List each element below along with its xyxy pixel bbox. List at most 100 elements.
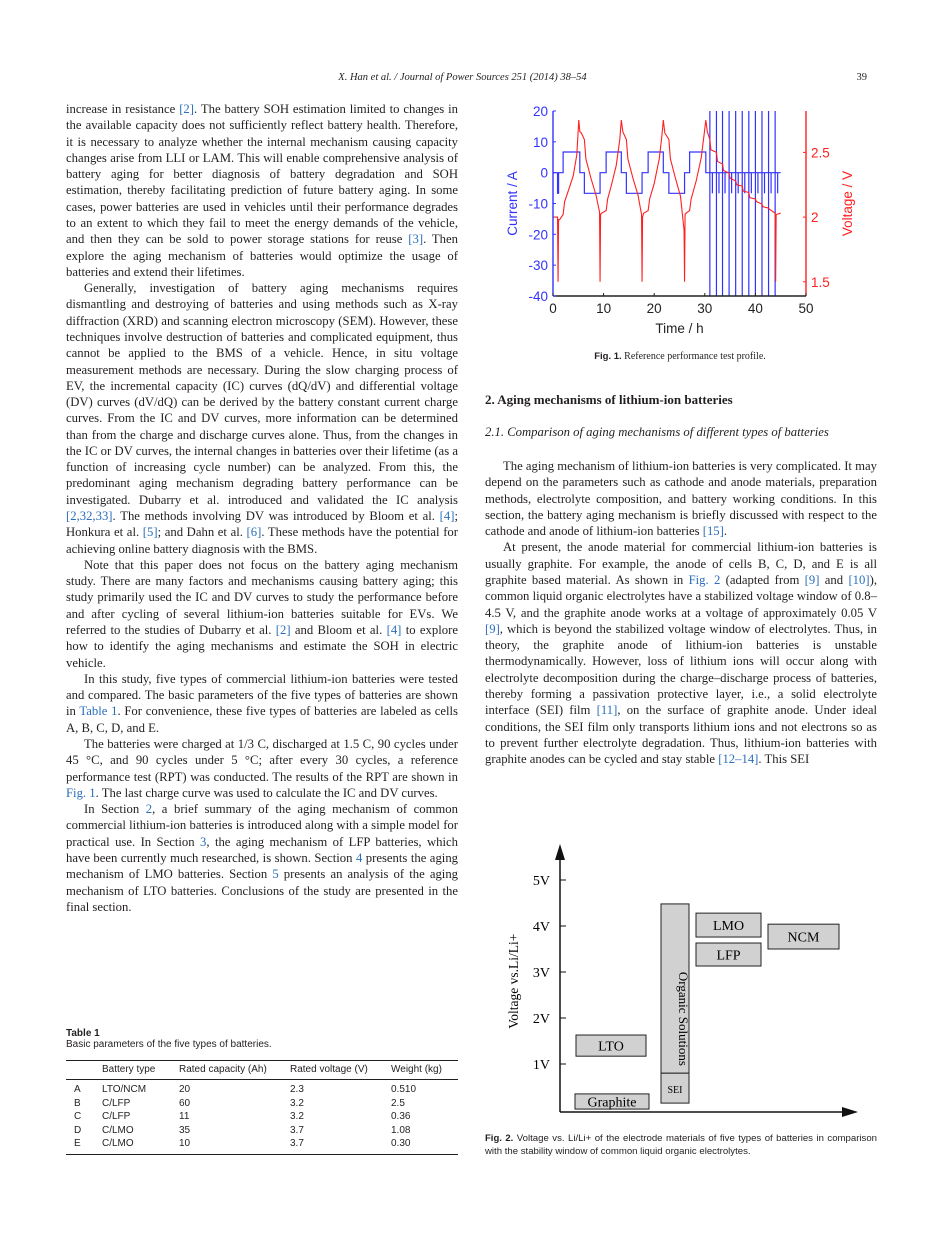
reference-link[interactable]: [11] <box>596 703 618 718</box>
fig1-caption-label: Fig. 1. <box>594 351 622 362</box>
text-run: (adapted from <box>720 572 805 587</box>
table-row: A LTO/NCM 20 2.3 0.510 <box>66 1080 458 1097</box>
y-left-tick-label: 0 <box>540 166 548 181</box>
paragraph: Note that this paper does not focus on t… <box>66 557 458 671</box>
reference-link[interactable]: 3 <box>200 834 207 849</box>
reference-link[interactable]: [3] <box>408 232 424 247</box>
reference-link[interactable]: [2,32,33] <box>66 509 113 524</box>
box-label: LTO <box>598 1040 624 1055</box>
y-axis-label: Voltage vs.Li/Li+ <box>506 934 521 1029</box>
y-left-tick-label: -10 <box>528 197 548 212</box>
y-left-axis-label: Current / A <box>505 171 520 236</box>
box-label: NCM <box>788 931 820 946</box>
text-run: At present, the anode material for comme… <box>485 540 877 587</box>
fig1-caption: Fig. 1. Reference performance test profi… <box>0 351 925 362</box>
reference-link[interactable]: Fig. 1 <box>66 785 96 800</box>
box-ncm <box>767 923 840 950</box>
box-label: LFP <box>716 949 740 964</box>
table1-title: Table 1 Basic parameters of the five typ… <box>66 1028 272 1050</box>
reference-link[interactable]: Fig. 2 <box>688 572 721 587</box>
y-tick-label: 5V <box>533 874 550 889</box>
box-label: SEI <box>668 1085 683 1096</box>
table1-label: Table 1 <box>66 1028 100 1039</box>
reference-link[interactable]: [5] <box>142 525 158 540</box>
reference-link[interactable]: [4] <box>439 509 455 524</box>
paragraph: The batteries were charged at 1/3 C, dis… <box>66 736 458 801</box>
table-cell: C/LFP <box>102 1111 131 1123</box>
table-cell: 35 <box>179 1124 191 1136</box>
text-run: . These methods have the potential for a… <box>66 525 458 556</box>
table-cell: C/LMO <box>102 1137 179 1155</box>
table-cell: 3.2 <box>290 1097 304 1109</box>
table-header-cell: Rated voltage (V) <box>290 1060 391 1080</box>
table-cell: 0.510 <box>391 1084 417 1095</box>
table-cell: D <box>74 1124 82 1136</box>
text-run: increase in resistance <box>66 102 180 116</box>
box-lto <box>575 1034 647 1057</box>
table-cell: A <box>74 1084 81 1095</box>
table1-caption: Basic parameters of the five types of ba… <box>66 1039 272 1050</box>
y-right-tick-label: 2 <box>811 210 819 225</box>
y-tick-label: 4V <box>533 920 550 935</box>
box-organic-solutions <box>660 903 690 1074</box>
table-row: D C/LMO 35 3.7 1.08 <box>66 1124 458 1138</box>
fig2-caption-label: Fig. 2. <box>485 1133 514 1144</box>
text-run: ; Honkura et al. <box>66 509 458 540</box>
y-tick-label: 2V <box>533 1012 550 1027</box>
reference-link[interactable]: [12–14] <box>718 752 759 767</box>
reference-link[interactable]: [2] <box>275 623 291 637</box>
fig1-caption-text: Reference performance test profile. <box>624 351 766 362</box>
table-cell: 1.08 <box>391 1124 411 1136</box>
text-run: . For convenience, these five types of b… <box>66 704 458 735</box>
reference-link[interactable]: [15] <box>702 524 724 539</box>
table-cell: LTO/NCM <box>102 1084 147 1095</box>
table-row: E C/LMO 10 3.7 0.30 <box>66 1137 458 1155</box>
text-run: Generally, investigation of battery agin… <box>66 281 458 507</box>
y-left-tick-label: 20 <box>533 104 548 119</box>
text-run: and Bloom et al. <box>290 623 387 637</box>
box-lmo <box>695 912 762 938</box>
reference-link[interactable]: 4 <box>355 850 363 865</box>
text-run: ), common liquid organic electrolytes ha… <box>485 572 877 620</box>
reference-link[interactable]: Table 1 <box>79 704 118 719</box>
x-tick-label: 40 <box>748 301 763 316</box>
table-header-cell: Battery type <box>102 1060 179 1080</box>
y-tick-label: 1V <box>533 1058 550 1073</box>
x-axis-label: Time / h <box>655 321 703 336</box>
left-column: increase in resistance [2]. The battery … <box>66 101 458 915</box>
table-cell: 2.5 <box>391 1097 405 1109</box>
table-cell: 0.36 <box>391 1111 411 1123</box>
text-run: . This SEI <box>758 752 810 767</box>
fig2-diagram: 1V 2V 3V 4V 5V Voltage vs.Li/Li+ Graphite LTO Or… <box>506 844 858 1117</box>
reference-link[interactable]: 5 <box>272 867 279 882</box>
x-tick-label: 10 <box>596 301 611 316</box>
x-tick-label: 50 <box>798 301 813 316</box>
voltage-series <box>553 119 781 282</box>
text-run: . The last charge curve was used to calc… <box>95 785 438 800</box>
text-run: and <box>819 572 849 587</box>
text-run: In Section <box>84 802 146 817</box>
reference-link[interactable]: [6] <box>246 525 262 540</box>
box-lfp <box>695 942 762 967</box>
table-cell: 20 <box>179 1084 191 1095</box>
table-cell: E <box>66 1137 102 1155</box>
subsection-heading: 2.1. Comparison of aging mechanisms of d… <box>485 425 829 439</box>
reference-link[interactable]: [2] <box>179 102 194 116</box>
y-left-tick-label: -40 <box>528 289 548 304</box>
x-tick-label: 30 <box>697 301 712 316</box>
reference-link[interactable]: [9] <box>804 572 820 587</box>
text-run: presents the aging mechanism of LMO batt… <box>66 850 459 882</box>
reference-link[interactable]: [10] <box>848 572 870 587</box>
table-cell: 3.7 <box>290 1137 391 1155</box>
paragraph: At present, the anode material for comme… <box>485 539 877 767</box>
fig1-chart: 0 10 20 30 40 50 -40 -30 -20 -10 0 10 20 1.5 2 2.5 Time … <box>505 104 855 336</box>
page-number: 39 <box>856 72 868 83</box>
reference-link[interactable]: [9] <box>485 621 500 636</box>
paragraph: Generally, investigation of battery agin… <box>66 280 458 557</box>
reference-link[interactable]: [4] <box>386 623 402 637</box>
reference-link[interactable]: 2 <box>145 802 153 817</box>
text-run: . The battery SOH estimation limited to … <box>66 102 458 247</box>
table-header-row: Battery type Rated capacity (Ah) Rated vol… <box>66 1060 458 1080</box>
y-right-tick-label: 1.5 <box>811 275 830 290</box>
y-axis-arrow-icon <box>555 844 565 860</box>
